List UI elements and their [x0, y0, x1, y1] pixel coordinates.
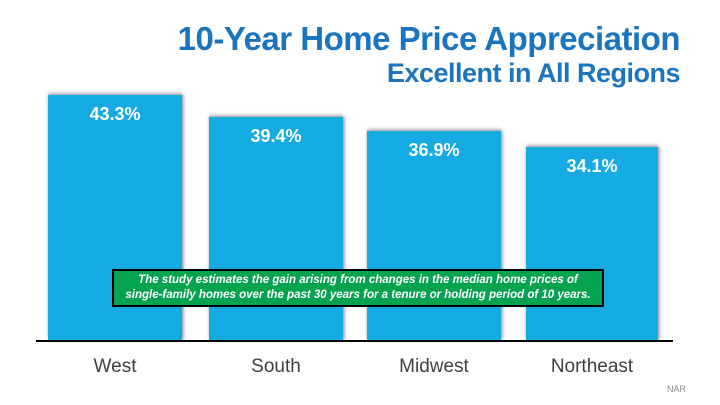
annotation-line-2: single-family homes over the past 30 yea…: [125, 289, 591, 301]
category-label-midwest: Midwest: [399, 356, 469, 377]
category-label-south: South: [251, 356, 301, 377]
bar-value-label: 39.4%: [250, 126, 302, 146]
source-label: NAR: [666, 384, 686, 394]
bar-value-label: 43.3%: [89, 104, 141, 124]
bar-value-label: 36.9%: [408, 140, 460, 160]
category-label-northeast: Northeast: [550, 356, 634, 377]
annotation-box: The study estimates the gain arising fro…: [112, 269, 604, 307]
bar-northeast: 34.1%: [526, 147, 658, 340]
category-label-west: West: [93, 356, 137, 377]
annotation-line-1: The study estimates the gain arising fro…: [138, 274, 578, 286]
chart-title: 10-Year Home Price Appreciation: [177, 20, 681, 57]
chart-subtitle: Excellent in All Regions: [386, 58, 681, 88]
bar-midwest: 36.9%: [367, 131, 501, 340]
x-axis-line: [36, 340, 673, 342]
bar-value-label: 34.1%: [566, 156, 618, 176]
title-block: 10-Year Home Price Appreciation Excellen…: [177, 20, 681, 89]
